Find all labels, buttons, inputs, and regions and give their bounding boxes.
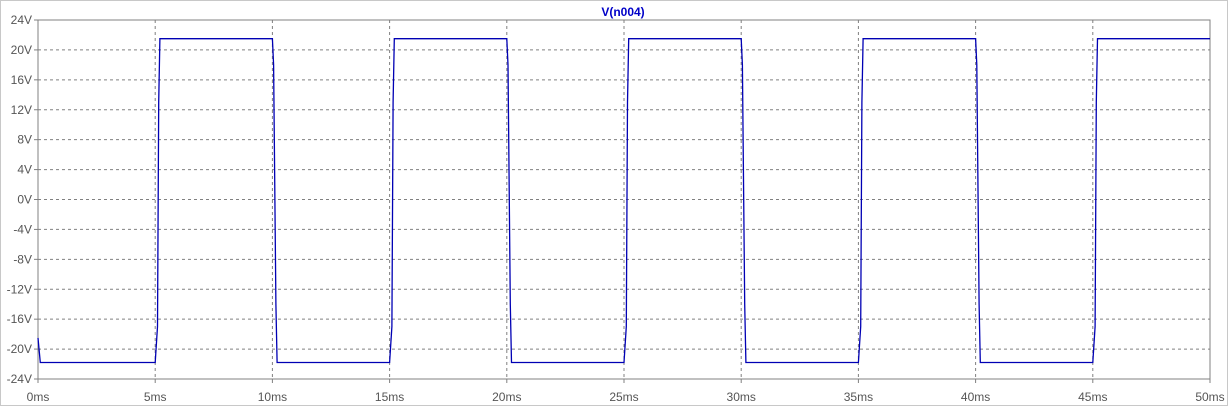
x-tick-label: 20ms [492, 390, 521, 404]
y-tick-label: -24V [7, 372, 32, 386]
x-tick-label: 45ms [1078, 390, 1107, 404]
grid-layer [38, 20, 1210, 379]
x-tick-label: 5ms [144, 390, 167, 404]
x-tick-label: 10ms [258, 390, 287, 404]
x-tick-label: 50ms [1195, 390, 1224, 404]
y-tick-label: -20V [7, 342, 32, 356]
x-tick-label: 15ms [375, 390, 404, 404]
y-tick-label: 4V [17, 163, 32, 177]
x-tick-label: 0ms [27, 390, 50, 404]
tick-layer [34, 19, 1211, 383]
tick-label-layer: 0ms 5ms 10ms 15ms 20ms 25ms 30ms 35ms 40ms 45ms 50… [7, 13, 1225, 404]
x-tick-label: 35ms [844, 390, 873, 404]
y-tick-label: 20V [11, 43, 32, 57]
y-tick-label: 16V [11, 73, 32, 87]
y-tick-label: 12V [11, 103, 32, 117]
x-tick-label: 25ms [609, 390, 638, 404]
series-line-v-n004 [37, 38, 1210, 364]
trace-title[interactable]: V(n004) [601, 5, 644, 19]
y-tick-label: -12V [7, 282, 32, 296]
x-tick-label: 40ms [961, 390, 990, 404]
x-tick-label: 30ms [727, 390, 756, 404]
y-tick-label: -8V [13, 252, 32, 266]
y-tick-label: 0V [17, 193, 32, 207]
y-tick-label: -16V [7, 312, 32, 326]
trace-layer [37, 38, 1210, 364]
y-tick-label: 8V [17, 133, 32, 147]
y-tick-label: 24V [11, 13, 32, 27]
y-tick-label: -4V [13, 222, 32, 236]
